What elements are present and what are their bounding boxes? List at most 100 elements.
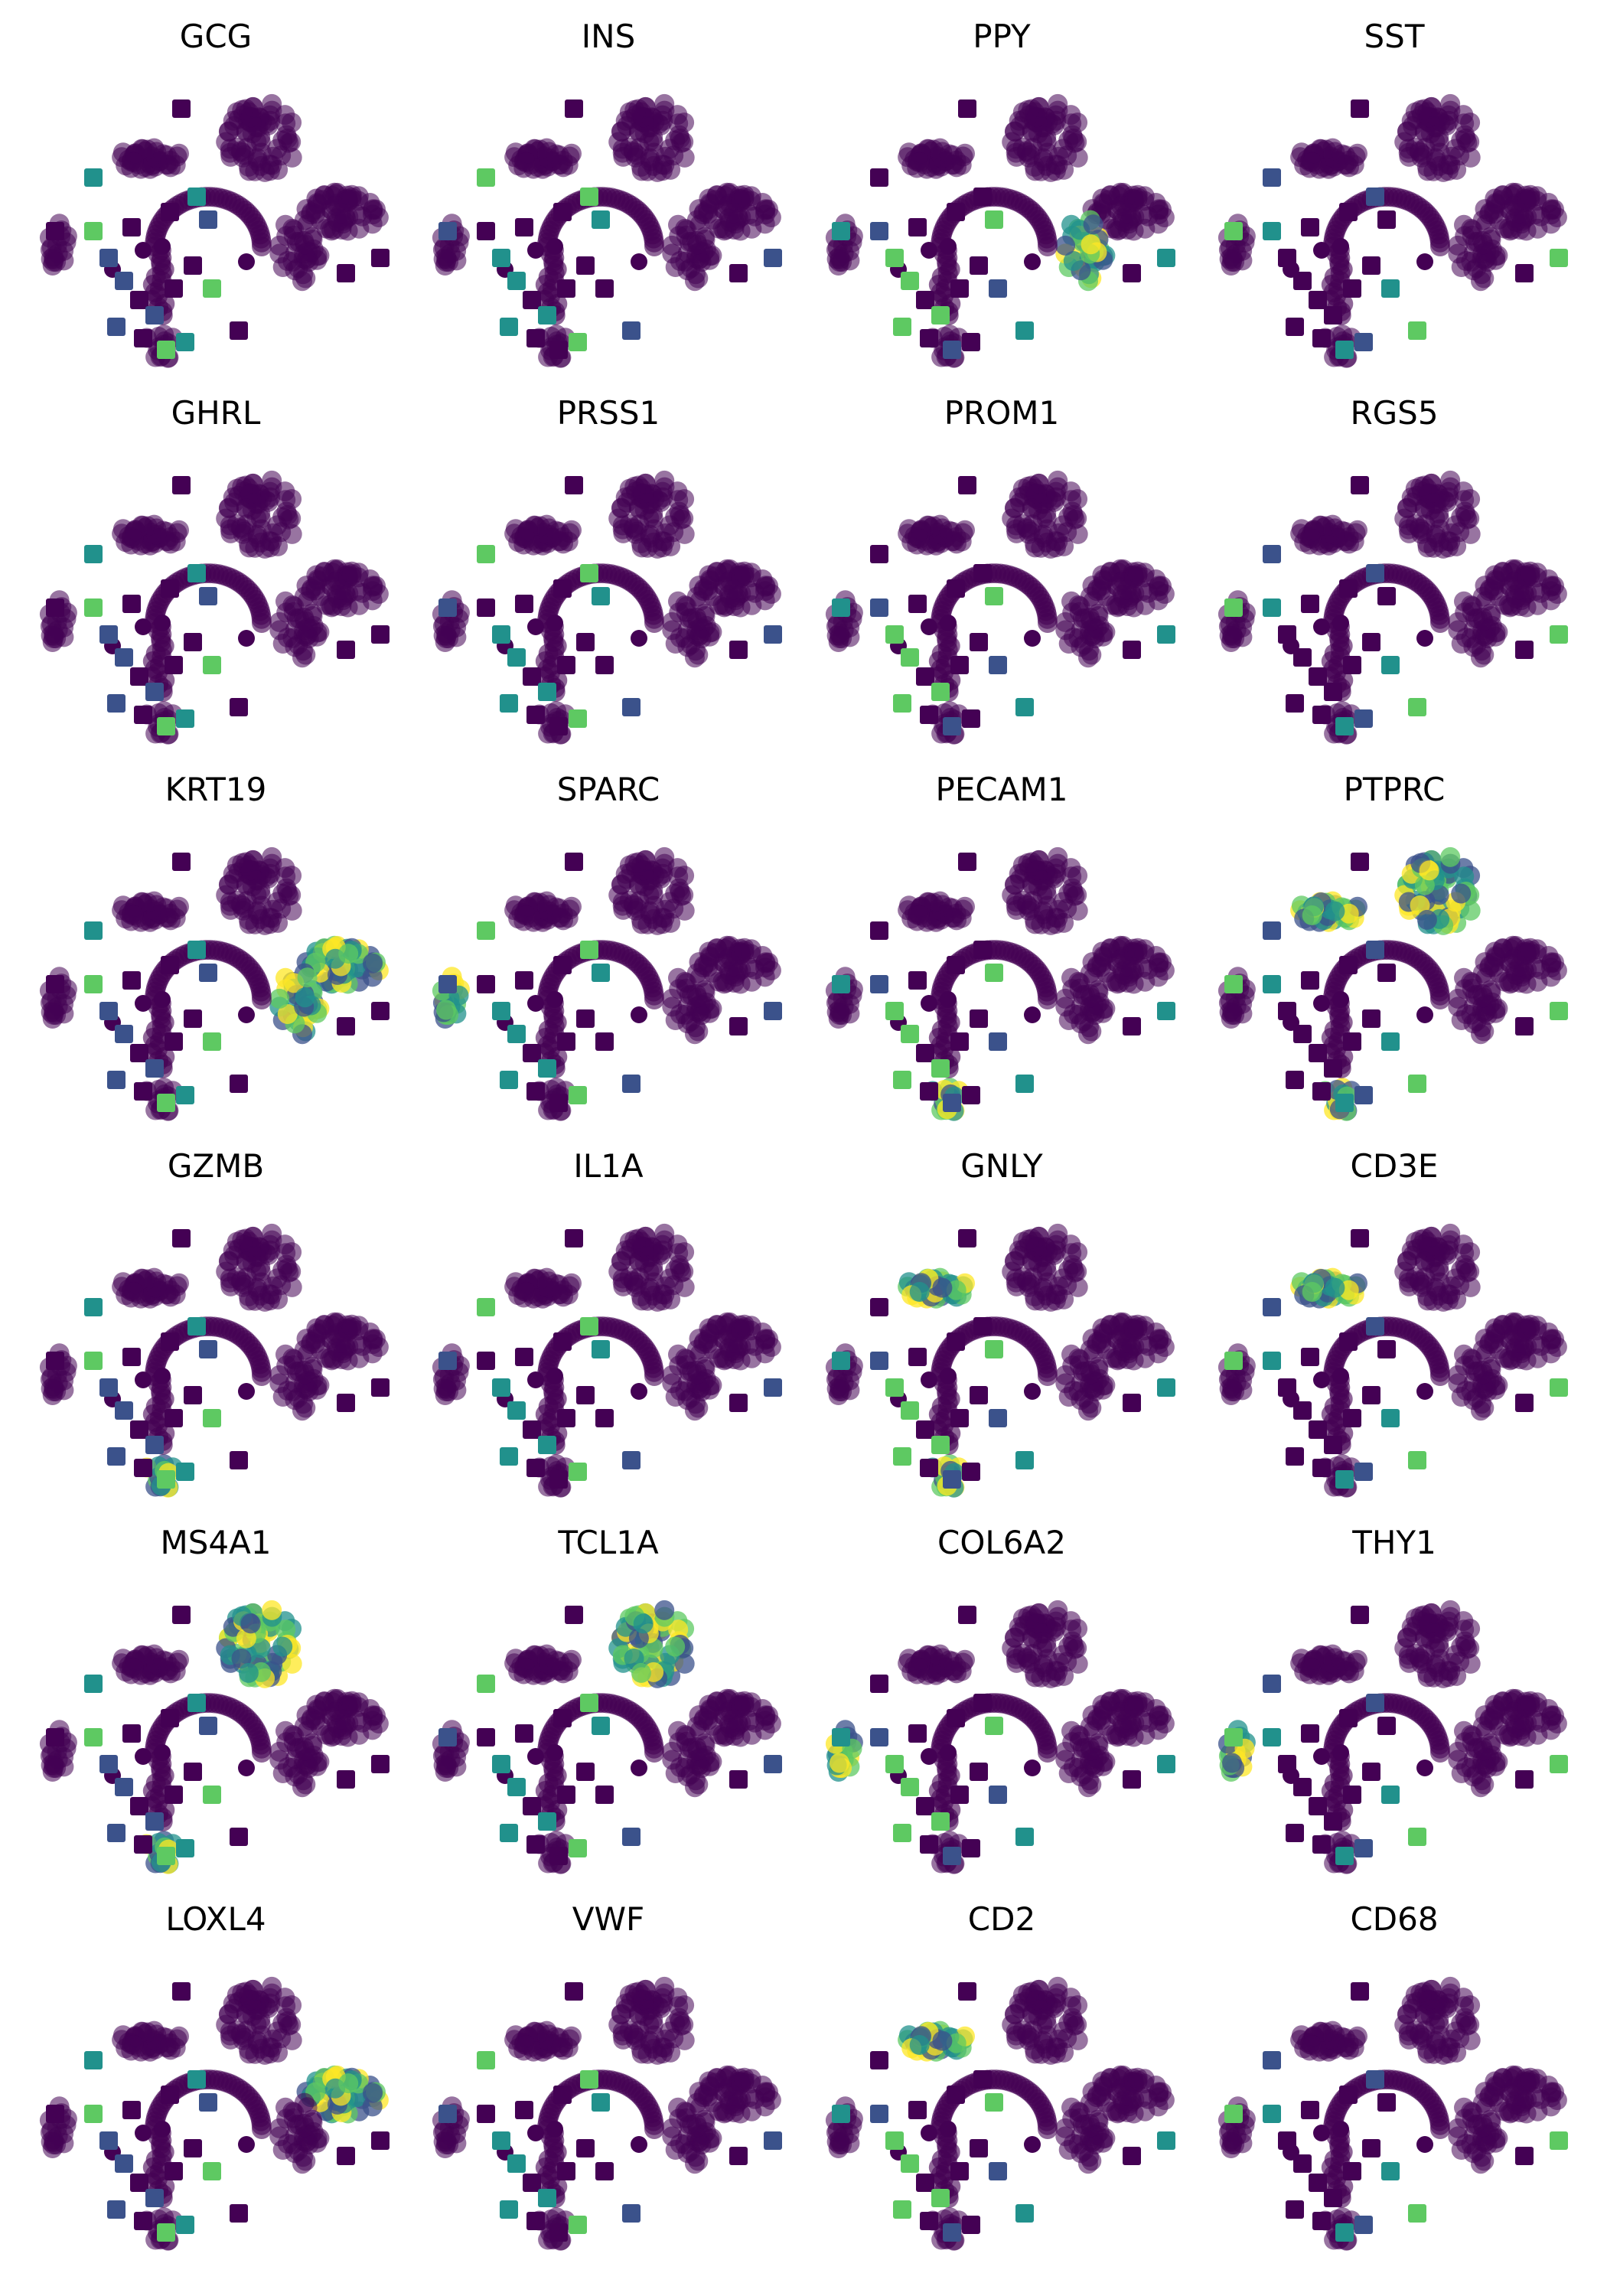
data-point-square: [580, 188, 598, 206]
data-point: [240, 860, 261, 881]
data-point: [546, 991, 563, 1008]
data-point: [516, 905, 536, 925]
data-point-square: [958, 99, 976, 118]
data-point: [282, 147, 302, 168]
data-point-square: [184, 1386, 202, 1404]
data-point-square: [1351, 99, 1369, 118]
data-point: [755, 200, 775, 220]
data-point-square: [870, 1352, 888, 1370]
data-point-square: [832, 222, 850, 240]
data-point: [146, 524, 167, 545]
data-point: [830, 1376, 849, 1397]
data-point: [1332, 991, 1349, 1008]
data-point: [1416, 156, 1437, 177]
data-point-square: [576, 1386, 595, 1404]
data-point: [363, 576, 383, 597]
data-point-square: [832, 975, 850, 993]
data-point: [240, 107, 261, 128]
data-point-square: [1123, 1394, 1141, 1412]
data-point: [1124, 944, 1145, 964]
data-point-square: [157, 341, 175, 359]
data-point-square: [157, 1470, 175, 1489]
data-point-square: [947, 579, 965, 598]
data-point: [1454, 490, 1475, 510]
data-point-square: [161, 579, 179, 598]
data-point: [238, 156, 259, 177]
data-point: [44, 246, 64, 267]
data-point: [123, 152, 144, 172]
data-point: [546, 1368, 563, 1384]
data-point-square: [1377, 587, 1396, 605]
data-point: [1222, 623, 1242, 644]
data-point-square: [885, 625, 904, 644]
data-point-square: [958, 853, 976, 871]
data-point-square: [832, 598, 850, 617]
data-point-square: [371, 1378, 390, 1397]
data-point: [1081, 1364, 1101, 1384]
data-point-square: [477, 545, 495, 563]
data-point-square: [985, 210, 1003, 229]
data-point-square: [1015, 1075, 1034, 1093]
data-point: [297, 1344, 318, 1365]
panel-title: RGS5: [1350, 394, 1438, 432]
data-point-square: [970, 1009, 988, 1028]
data-point: [44, 1376, 64, 1397]
data-point: [44, 623, 64, 644]
data-point-square: [580, 1317, 598, 1336]
data-point: [932, 1277, 953, 1298]
data-point-square: [115, 648, 133, 667]
data-point-square: [947, 956, 965, 974]
data-point-square: [477, 1298, 495, 1316]
data-point-square: [870, 598, 888, 617]
data-point-square: [931, 683, 950, 701]
data-point-square: [1377, 210, 1396, 229]
data-point-square: [1263, 545, 1281, 563]
data-point-square: [438, 222, 457, 240]
data-point-square: [46, 975, 64, 993]
data-point: [297, 591, 318, 612]
data-point-square: [1381, 1032, 1400, 1051]
data-point-square: [371, 1002, 390, 1020]
data-point: [921, 618, 937, 635]
data-point-square: [565, 853, 583, 871]
data-point-square: [569, 1463, 587, 1481]
data-point: [135, 618, 152, 635]
data-point-square: [122, 1348, 141, 1366]
data-point-square: [230, 698, 248, 716]
data-point: [689, 1344, 710, 1365]
panel: SPARC: [432, 771, 782, 1121]
data-point: [830, 623, 849, 644]
data-point: [689, 967, 710, 988]
data-point-square: [500, 1071, 518, 1089]
data-point: [940, 1368, 957, 1384]
data-point: [1061, 490, 1082, 510]
data-point: [932, 148, 953, 168]
data-point-square: [557, 1032, 575, 1051]
data-point-square: [1324, 306, 1342, 325]
data-point-square: [901, 1025, 919, 1043]
data-point: [1517, 944, 1537, 964]
data-point: [295, 611, 315, 631]
panel-title: PECAM1: [936, 771, 1068, 808]
data-point-square: [46, 1352, 64, 1370]
data-point-square: [1362, 1009, 1380, 1028]
data-point: [674, 900, 695, 921]
data-point: [297, 214, 318, 235]
data-point: [516, 152, 536, 172]
data-point: [154, 615, 171, 631]
data-point: [755, 576, 775, 597]
data-point: [546, 238, 563, 255]
data-point: [238, 253, 255, 270]
data-point: [631, 1006, 647, 1023]
data-point: [277, 1004, 298, 1024]
data-point: [1416, 1006, 1433, 1023]
data-point-square: [172, 1229, 191, 1247]
data-point: [539, 148, 559, 168]
data-point-square: [1339, 579, 1358, 598]
data-point: [123, 529, 144, 549]
data-point-square: [1366, 564, 1384, 582]
data-point-square: [557, 1409, 575, 1427]
data-point-square: [165, 1032, 183, 1051]
data-point: [665, 883, 686, 904]
